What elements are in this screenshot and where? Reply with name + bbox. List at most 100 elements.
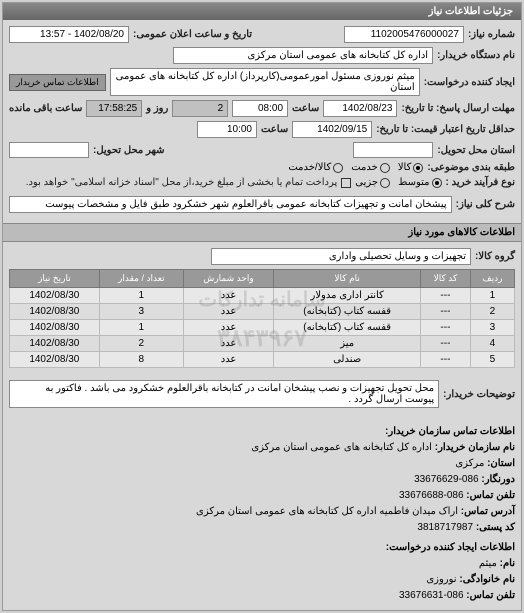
table-cell: 3 <box>99 304 183 320</box>
announce-label: تاریخ و ساعت اعلان عمومی: <box>133 29 252 40</box>
table-header: نام کالا <box>274 270 421 288</box>
desc-label: شرح کلی نیاز: <box>456 199 515 210</box>
buy-radio-mid[interactable]: متوسط <box>398 177 441 188</box>
table-row: 2---قفسه کتاب (کتابخانه)عدد31402/08/30 <box>10 304 515 320</box>
ctel-label: تلفن تماس: <box>466 590 515 601</box>
tel-label: تلفن تماس: <box>466 490 515 501</box>
buyer-org-field: اداره کل کتابخانه های عمومی استان مرکزی <box>173 47 433 64</box>
table-row: 3---قفسه کتاب (کتابخانه)عدد11402/08/30 <box>10 320 515 336</box>
contact-details: اطلاعات تماس سازمان خریدار: نام سازمان خ… <box>3 418 521 610</box>
req-no-field: 1102005476000027 <box>344 26 464 43</box>
remain-label: ساعت باقی مانده <box>9 103 82 114</box>
note-text: پرداخت تمام یا بخشی از مبلغ خرید،از محل … <box>26 177 338 188</box>
group-field: تجهیزات و وسایل تحصیلی واداری <box>211 248 471 265</box>
buy-radio-group: متوسط جزیی <box>355 177 441 188</box>
table-row: 4---میزعدد21402/08/30 <box>10 336 515 352</box>
days-label: روز و <box>146 103 168 114</box>
table-cell: کانتر اداری مدولار <box>274 288 421 304</box>
hours-left-field: 17:58:25 <box>86 100 142 117</box>
buyer-note-label: توضیحات خریدار: <box>443 389 515 400</box>
ctel-value: 086-33676631 <box>399 590 464 601</box>
table-header: ردیف <box>470 270 514 288</box>
note-checkbox[interactable] <box>341 178 351 188</box>
buy-radio-partial[interactable]: جزیی <box>355 177 390 188</box>
table-cell: عدد <box>183 352 273 368</box>
table-cell: صندلی <box>274 352 421 368</box>
goods-table: ردیفکد کالانام کالاواحد شمارشتعداد / مقد… <box>9 269 515 368</box>
table-cell: 1402/08/30 <box>10 304 100 320</box>
deliver-city-label: شهر محل تحویل: <box>93 145 165 156</box>
buy-type-label: نوع فرآیند خرید : <box>446 177 515 188</box>
deadline-date-field: 1402/08/23 <box>323 100 397 117</box>
deliver-province-field <box>353 142 433 158</box>
creator-section-title: اطلاعات ایجاد کننده درخواست: <box>9 540 515 556</box>
province-label: استان: <box>487 458 515 469</box>
deadline-time-field: 08:00 <box>232 100 288 117</box>
panel-title: جزئیات اطلاعات نیاز <box>3 3 521 20</box>
table-cell: 1 <box>99 288 183 304</box>
requester-label: ایجاد کننده درخواست: <box>424 77 515 88</box>
deadline-label: مهلت ارسال پاسخ: تا تاریخ: <box>401 103 515 114</box>
fax-label: دورنگار: <box>481 474 515 485</box>
tel-value: 086-33676688 <box>399 490 464 501</box>
table-cell: عدد <box>183 336 273 352</box>
contact-link-button[interactable]: اطلاعات تماس خریدار <box>9 74 106 91</box>
pkg-radio-group: کالا خدمت کالا/خدمت <box>288 162 423 173</box>
pkg-radio-service[interactable]: خدمت <box>351 162 390 173</box>
org-label: نام سازمان خریدار: <box>435 442 515 453</box>
province-value: مرکزی <box>455 458 484 469</box>
credit-label: حداقل تاریخ اعتبار قیمت: تا تاریخ: <box>376 124 515 135</box>
table-cell: 8 <box>99 352 183 368</box>
goods-section-title: اطلاعات کالاهای مورد نیاز <box>3 223 521 242</box>
table-cell: 1402/08/30 <box>10 288 100 304</box>
table-header: تعداد / مقدار <box>99 270 183 288</box>
table-cell: میز <box>274 336 421 352</box>
addr-label: آدرس تماس: <box>461 506 515 517</box>
table-header: کد کالا <box>421 270 471 288</box>
post-label: کد پستی: <box>476 522 515 533</box>
pkg-label: طبقه بندی موضوعی: <box>427 162 515 173</box>
table-cell: 3 <box>470 320 514 336</box>
table-cell: 1402/08/30 <box>10 320 100 336</box>
group-label: گروه کالا: <box>475 251 515 262</box>
table-cell: --- <box>421 320 471 336</box>
org-value: اداره کل کتابخانه های عمومی استان مرکزی <box>251 442 432 453</box>
table-header: واحد شمارش <box>183 270 273 288</box>
table-cell: قفسه کتاب (کتابخانه) <box>274 304 421 320</box>
req-no-label: شماره نیاز: <box>468 29 515 40</box>
name-label: نام: <box>500 558 515 569</box>
announce-field: 1402/08/20 - 13:57 <box>9 26 129 43</box>
credit-date-field: 1402/09/15 <box>292 121 372 138</box>
main-panel: جزئیات اطلاعات نیاز شماره نیاز: 11020054… <box>2 2 522 611</box>
table-cell: عدد <box>183 304 273 320</box>
requester-field: میثم نوروزی مسئول امورعمومی(کارپرداز) اد… <box>110 68 420 96</box>
table-cell: قفسه کتاب (کتابخانه) <box>274 320 421 336</box>
pkg-radio-all[interactable]: کالا <box>398 162 424 173</box>
addr-value: اراک میدان فاطمیه اداره کل کتابخانه های … <box>196 506 458 517</box>
table-cell: عدد <box>183 320 273 336</box>
table-cell: --- <box>421 288 471 304</box>
post-value: 3818717987 <box>417 522 473 533</box>
pkg-radio-both[interactable]: کالا/خدمت <box>288 162 343 173</box>
table-cell: 4 <box>470 336 514 352</box>
deliver-province-label: استان محل تحویل: <box>437 145 515 156</box>
buyer-org-label: نام دستگاه خریدار: <box>437 50 515 61</box>
credit-time-field: 10:00 <box>197 121 257 138</box>
table-cell: 1 <box>470 288 514 304</box>
contact-section-title: اطلاعات تماس سازمان خریدار: <box>9 424 515 440</box>
days-left-field: 2 <box>172 100 228 117</box>
table-cell: 2 <box>99 336 183 352</box>
fax-value: 086-33676629 <box>414 474 479 485</box>
table-cell: --- <box>421 336 471 352</box>
time-label-1: ساعت <box>292 103 319 114</box>
table-cell: عدد <box>183 288 273 304</box>
table-cell: 1 <box>99 320 183 336</box>
name-value: میثم <box>479 558 497 569</box>
buyer-note-field: محل تحویل تجهیزات و نصب پیشخان امانت در … <box>9 380 439 408</box>
table-cell: --- <box>421 352 471 368</box>
table-cell: 1402/08/30 <box>10 336 100 352</box>
table-cell: 1402/08/30 <box>10 352 100 368</box>
table-row: 5---صندلیعدد81402/08/30 <box>10 352 515 368</box>
desc-field: پیشخان امانت و تجهیزات کتابخانه عمومی با… <box>9 196 452 213</box>
table-row: 1---کانتر اداری مدولارعدد11402/08/30 <box>10 288 515 304</box>
